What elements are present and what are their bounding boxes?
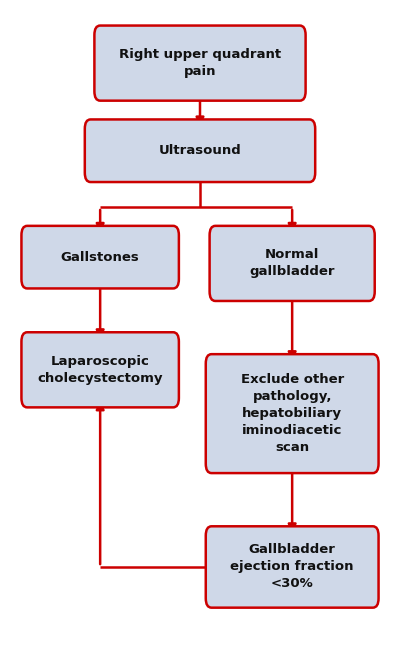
FancyBboxPatch shape: [22, 226, 179, 288]
Text: Laparoscopic
cholecystectomy: Laparoscopic cholecystectomy: [38, 355, 163, 385]
FancyBboxPatch shape: [210, 226, 375, 301]
FancyBboxPatch shape: [85, 119, 315, 182]
FancyBboxPatch shape: [206, 354, 378, 473]
Text: Ultrasound: Ultrasound: [159, 144, 241, 157]
Text: Gallbladder
ejection fraction
<30%: Gallbladder ejection fraction <30%: [230, 544, 354, 591]
FancyBboxPatch shape: [94, 25, 306, 100]
Text: Gallstones: Gallstones: [61, 250, 140, 263]
Text: Exclude other
pathology,
hepatobiliary
iminodiacetic
scan: Exclude other pathology, hepatobiliary i…: [240, 373, 344, 454]
Text: Right upper quadrant
pain: Right upper quadrant pain: [119, 48, 281, 78]
Text: Normal
gallbladder: Normal gallbladder: [250, 248, 335, 278]
FancyBboxPatch shape: [22, 333, 179, 408]
FancyBboxPatch shape: [206, 526, 378, 608]
